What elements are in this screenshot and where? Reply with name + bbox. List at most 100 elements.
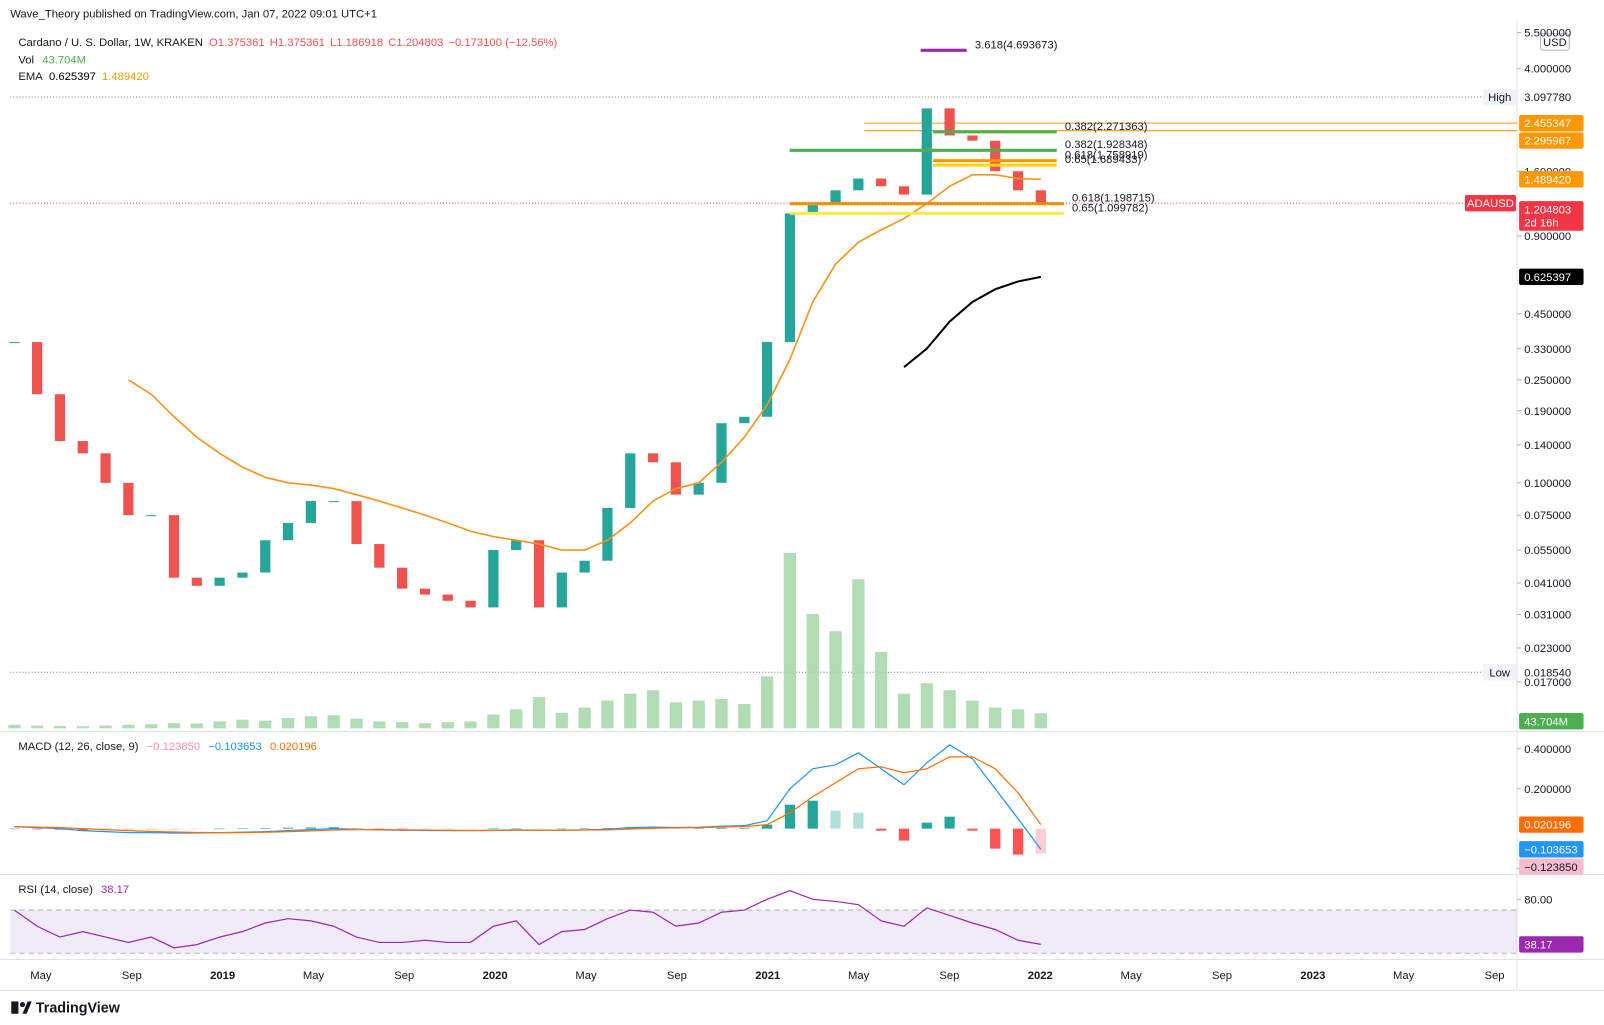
volume-bar xyxy=(53,725,67,729)
y-tick-label: 80.00 xyxy=(1524,894,1552,906)
x-tick-label: May xyxy=(30,970,52,982)
candle xyxy=(237,572,248,578)
volume-bar xyxy=(327,715,340,729)
volume-bar xyxy=(578,707,591,729)
macd-histogram xyxy=(397,828,408,830)
macd-histogram xyxy=(830,810,841,829)
price-badge-label: 1.489420 xyxy=(1524,174,1571,186)
candle xyxy=(670,462,681,495)
footer-brand: TradingView xyxy=(36,1001,121,1017)
macd-histogram xyxy=(602,828,613,829)
ema-value: 0.625397 xyxy=(49,71,96,83)
volume-badge xyxy=(1519,712,1584,730)
candle xyxy=(32,342,43,395)
x-tick-label: Sep xyxy=(394,970,414,982)
extreme-value: 3.097780 xyxy=(1524,92,1571,104)
rsi-line xyxy=(13,889,1041,949)
macd-histogram xyxy=(351,828,362,829)
macd-histogram xyxy=(442,828,453,830)
volume-bar xyxy=(395,722,409,729)
ohlc-change: −0.173100 (−12.56%) xyxy=(448,37,557,49)
volume-bar xyxy=(943,690,956,729)
candle xyxy=(419,588,431,595)
signal-line xyxy=(14,756,1042,834)
macd-histogram xyxy=(77,828,88,831)
volume-bar xyxy=(99,725,112,729)
macd-value: −0.103653 xyxy=(208,741,262,753)
candle xyxy=(374,544,385,568)
candle xyxy=(876,178,887,187)
macd-histogram xyxy=(168,828,180,830)
volume-value: 43.704M xyxy=(42,54,86,66)
candle xyxy=(146,515,157,517)
macd-badge-label: −0.103653 xyxy=(1524,844,1578,856)
macd-histogram xyxy=(967,828,978,831)
candle xyxy=(305,501,316,523)
x-tick-label: Sep xyxy=(1485,970,1505,982)
macd-histogram xyxy=(990,828,1001,849)
macd-histogram xyxy=(784,804,796,829)
volume-bar xyxy=(76,726,89,729)
y-tick-label: 4.000000 xyxy=(1524,63,1571,75)
macd-histogram xyxy=(488,828,499,829)
extreme-tag xyxy=(1483,88,1517,106)
candle xyxy=(100,453,111,483)
volume-bar xyxy=(418,723,432,729)
macd-histogram xyxy=(305,827,316,829)
y-tick-label: 0.041000 xyxy=(1524,578,1571,590)
macd-histogram xyxy=(282,827,294,829)
macd-histogram xyxy=(214,828,225,830)
countdown: 2d 16h xyxy=(1524,218,1558,230)
published-line: Wave_Theory published on TradingView.com… xyxy=(10,8,377,20)
candle xyxy=(647,453,659,463)
price-badge-label: 0.625397 xyxy=(1524,272,1571,284)
x-tick-label: Sep xyxy=(939,970,959,982)
ema-title: EMA xyxy=(18,71,43,83)
macd-histogram xyxy=(762,824,773,829)
macd-histogram xyxy=(237,828,248,829)
candle xyxy=(54,394,66,442)
macd-histogram xyxy=(944,816,955,829)
macd-histogram xyxy=(1035,828,1046,854)
candle xyxy=(488,550,499,608)
macd-histogram xyxy=(533,828,545,830)
currency-label[interactable]: USD xyxy=(1543,37,1567,49)
logo-shape xyxy=(19,1001,26,1008)
y-tick-label: 0.200000 xyxy=(1524,784,1571,796)
x-tick-label: Sep xyxy=(122,970,142,982)
y-tick-label: 0.250000 xyxy=(1524,375,1571,387)
macd-histogram xyxy=(9,828,20,830)
ema-line xyxy=(903,275,1042,368)
y-tick-label: 0.400000 xyxy=(1524,744,1571,756)
y-tick-label: 0.450000 xyxy=(1524,309,1571,321)
macd-title: MACD (12, 26, close, 9) xyxy=(18,741,138,753)
volume-bar xyxy=(852,579,865,729)
currency-badge[interactable] xyxy=(1540,33,1570,51)
volume-bar xyxy=(783,552,797,729)
candle xyxy=(784,213,796,343)
macd-badge-label: −0.123850 xyxy=(1524,862,1578,874)
volume-bar xyxy=(350,718,363,729)
y-tick-label: 0.055000 xyxy=(1524,545,1571,557)
x-tick-label: May xyxy=(575,970,597,982)
volume-bar xyxy=(669,702,683,729)
candle xyxy=(716,423,727,483)
macd-histogram xyxy=(328,827,339,829)
ohlc-low: L1.186918 xyxy=(330,37,383,49)
symbol-tag-label: ADAUSD xyxy=(1467,198,1514,210)
price-badge xyxy=(1519,132,1584,149)
volume-bar xyxy=(897,693,911,729)
volume-title: Vol xyxy=(18,54,34,66)
fib-label: 0.382(1.928348) xyxy=(1065,139,1148,151)
candle xyxy=(853,178,864,191)
volume-bar xyxy=(715,698,728,729)
volume-bar xyxy=(487,714,500,729)
candle xyxy=(625,453,636,508)
extreme-label: High xyxy=(1488,92,1511,104)
y-tick-label: 0.900000 xyxy=(1524,231,1571,243)
macd-histogram xyxy=(260,828,271,829)
macd-histogram xyxy=(191,828,202,830)
macd-legend: MACD (12, 26, close, 9) −0.123850 −0.10365… xyxy=(18,741,317,753)
y-tick-label: 0.075000 xyxy=(1524,510,1571,522)
